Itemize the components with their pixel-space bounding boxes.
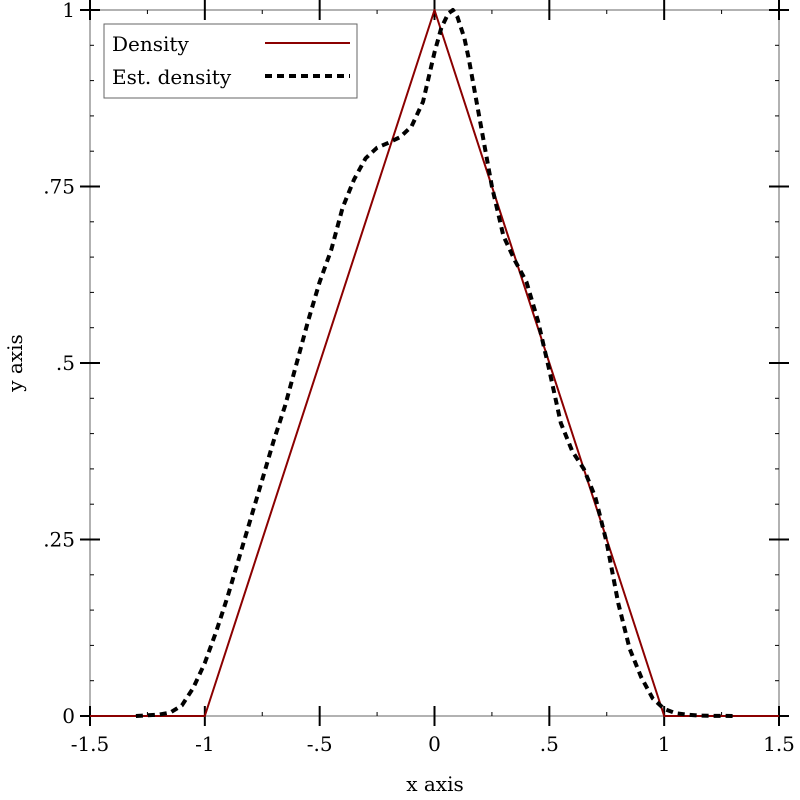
x-tick-label: -1.5 xyxy=(71,732,110,756)
x-axis-label: x axis xyxy=(406,772,464,796)
y-tick-label: .25 xyxy=(43,528,75,552)
series-line-density xyxy=(90,9,779,717)
legend-label-density: Density xyxy=(112,32,189,56)
x-tick-label: -.5 xyxy=(307,732,333,756)
x-tick-label: .5 xyxy=(540,732,559,756)
y-axis-label: y axis xyxy=(3,334,27,393)
x-tick-label: -1 xyxy=(195,732,214,756)
y-tick-label: 1 xyxy=(62,0,75,22)
x-tick-label: 1.5 xyxy=(763,732,795,756)
legend-box xyxy=(103,23,358,99)
x-tick-label: 0 xyxy=(428,732,441,756)
y-tick-label: .75 xyxy=(43,175,75,199)
x-tick-label: 1 xyxy=(658,732,671,756)
y-tick-label: 0 xyxy=(62,704,75,728)
legend: Density Est. density xyxy=(103,23,358,99)
series-layer xyxy=(90,8,779,718)
series-line-est-density xyxy=(135,8,734,718)
y-tick-label: .5 xyxy=(56,351,75,375)
legend-label-est-density: Est. density xyxy=(112,65,232,89)
axes-layer: -1.5 -1 -.5 0 .5 1 1.5 0 .25 .5 .75 1 xyxy=(43,0,795,756)
plot-frame xyxy=(89,9,780,717)
